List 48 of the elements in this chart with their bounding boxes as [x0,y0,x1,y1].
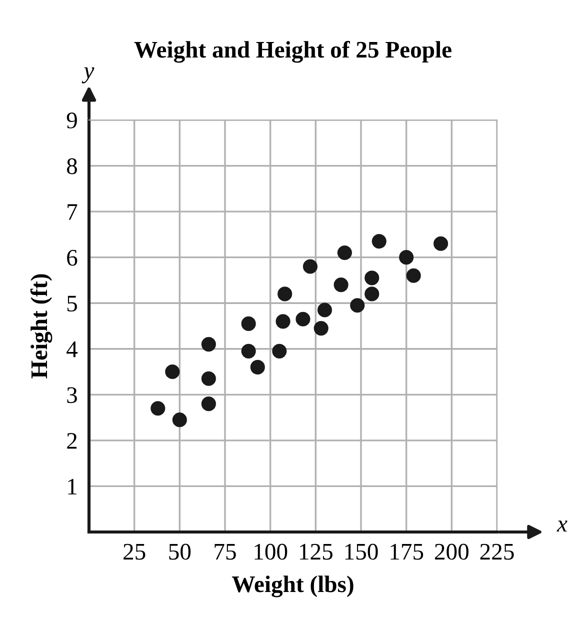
x-tick-label: 200 [434,544,468,560]
point [276,314,290,329]
point [334,278,348,292]
y-tick-label: 7 [68,204,78,220]
point [250,360,265,374]
x-axis-title: Weight (lbs) [232,576,354,598]
y-tick-label: 8 [66,158,77,174]
text: x [556,520,568,532]
point [302,259,318,274]
x-tick-label: 100 [254,544,288,560]
y-tick-label: 4 [66,342,78,358]
x-tick-label: 225 [480,544,514,560]
text: y [82,67,94,84]
point [278,286,292,302]
chart-title: Weight and Height of 25 People [134,40,452,63]
point [241,344,256,358]
point [201,396,216,412]
y-tick-label: 2 [67,433,77,449]
y-tick-label: 6 [67,250,78,266]
point [241,316,256,331]
point [150,401,166,416]
x-tick-label: 150 [345,544,378,560]
point [399,250,414,265]
point [406,268,421,283]
y-axis-title: Height (ft) [30,274,52,378]
y-tick-label: 5 [67,296,77,312]
point [296,312,310,326]
point [201,371,216,386]
x-tick-label: 125 [300,544,332,560]
point [350,298,365,313]
y-tick-label: 3 [67,387,77,404]
point [172,412,187,428]
point [372,234,386,249]
point [165,364,180,380]
x-tick-label: 175 [390,544,424,560]
y-tick-label: 1 [68,478,76,494]
x-tick-label: 25 [124,544,146,560]
point [364,270,380,286]
point [272,344,287,358]
point [314,321,328,336]
x-tick-label: 50 [169,544,191,560]
point [364,286,380,302]
point [317,302,332,318]
point [201,337,216,352]
point [434,236,448,251]
x-tick-label: 75 [214,544,236,560]
point [337,245,352,260]
y-tick-label: 9 [66,112,77,128]
